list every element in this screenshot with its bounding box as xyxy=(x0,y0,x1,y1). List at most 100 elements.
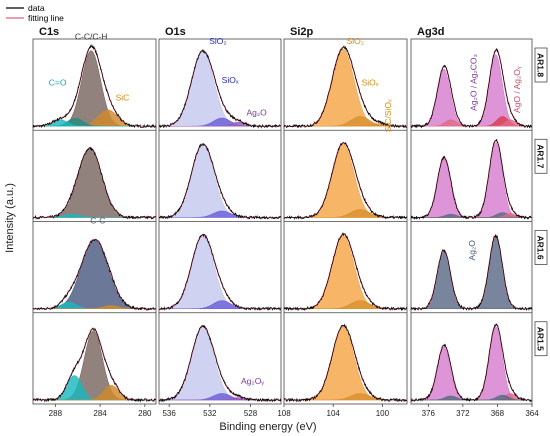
y-axis-label: Intensity (a.u.) xyxy=(4,183,16,253)
spectrum-ag3d-ar1-6 xyxy=(410,234,533,311)
x-tick-label: 376 xyxy=(422,409,436,418)
x-tick-label: 108 xyxy=(277,409,291,418)
peak-component xyxy=(33,148,156,218)
x-tick-label: 528 xyxy=(244,409,258,418)
spectrum-o1s-ar1-5 xyxy=(158,324,282,403)
fitting-line xyxy=(411,323,532,401)
peak-component xyxy=(284,144,407,218)
spectrum-c1s-ar1-7 xyxy=(32,146,157,220)
fitting-line xyxy=(411,139,532,219)
sample-label-ar1-8: AR1.8 xyxy=(534,47,548,83)
panel-o1s: O1s 536 532 528 SiO₂ SiOₓ Ag₂O Ag₂Oᵧ xyxy=(158,26,282,418)
x-tick-label: 288 xyxy=(49,409,63,418)
panel-title: Ag3d xyxy=(417,26,445,38)
peak-component xyxy=(158,144,281,218)
panel-ag3d: Ag3d 376 372 368 364 Ag₂O / Ag₂CO₃ AgO / Ag₂Oᵧ… xyxy=(410,26,539,418)
data-trace xyxy=(283,45,408,129)
x-tick-label: 364 xyxy=(525,409,539,418)
data-trace xyxy=(283,323,408,403)
data-trace xyxy=(158,49,282,129)
peak-component xyxy=(158,326,281,401)
spectrum-si2p-ar1-6 xyxy=(283,232,408,312)
spectrum-c1s-ar1-8 xyxy=(32,43,157,129)
sample-label-text: AR1.8 xyxy=(536,53,546,77)
x-tick-label: 532 xyxy=(203,409,217,418)
spectrum-o1s-ar1-8 xyxy=(158,49,282,129)
peak-component xyxy=(33,330,156,401)
spectrum-c1s-ar1-6 xyxy=(32,238,157,311)
sample-label-text: AR1.7 xyxy=(536,144,546,168)
peak-annotation-rotated: SiC/SiOₓ xyxy=(383,99,393,132)
peak-component xyxy=(284,235,407,310)
spectrum-ag3d-ar1-8 xyxy=(410,48,533,129)
peak-annotation: SiO₂ xyxy=(209,36,226,46)
peak-annotation: Ag₂Oᵧ xyxy=(241,376,264,386)
panel-si2p: Si2p 108 104 100 SiO₂ SiOₓ SiC/SiOₓ xyxy=(277,26,408,418)
peak-annotation: SiOₓ xyxy=(222,75,239,85)
peak-annotation-rotated: Ag₂O xyxy=(467,240,477,261)
peak-annotation: SiO₂ xyxy=(347,36,364,46)
peak-component xyxy=(411,326,532,401)
panel-title: C1s xyxy=(39,26,59,38)
peak-annotation-rotated: AgO / Ag₂Oᵧ xyxy=(512,66,522,113)
data-trace xyxy=(158,324,282,403)
x-tick-label: 536 xyxy=(162,409,176,418)
sample-label-box xyxy=(534,138,548,174)
panel-c1s: C1s 288 284 280 C-C/C-H C=O SiC C-C xyxy=(32,26,157,418)
peak-annotation-rotated: Ag₂O / Ag₂CO₃ xyxy=(469,54,479,111)
data-trace xyxy=(158,233,282,311)
x-tick-label: 372 xyxy=(456,409,470,418)
legend-fit-label: fitting line xyxy=(28,13,64,23)
peak-annotation: SiOₓ xyxy=(362,78,379,88)
data-trace xyxy=(410,323,533,403)
sample-label-text: AR1.6 xyxy=(536,235,546,259)
sample-labels: AR1.8 AR1.7 AR1.6 AR1.5 xyxy=(534,47,548,357)
legend: data fitting line xyxy=(6,3,64,23)
peak-component-c-c xyxy=(33,239,156,310)
x-tick-label: 104 xyxy=(327,409,341,418)
data-trace xyxy=(283,232,408,312)
spectrum-si2p-ar1-5 xyxy=(283,323,408,403)
spectrum-si2p-ar1-8 xyxy=(283,45,408,129)
spectrum-c1s-ar1-5 xyxy=(32,327,157,403)
data-trace xyxy=(32,43,157,129)
peak-annotation: C-C/C-H xyxy=(75,31,108,41)
sample-label-ar1-7: AR1.7 xyxy=(534,138,548,174)
data-trace xyxy=(32,146,157,220)
spectrum-ag3d-ar1-7 xyxy=(410,139,533,220)
x-tick-label: 100 xyxy=(376,409,390,418)
x-tick-label: 284 xyxy=(93,409,107,418)
x-axis-label: Binding energy (eV) xyxy=(219,421,316,433)
sample-label-box xyxy=(534,321,548,357)
data-trace xyxy=(158,142,282,220)
panel-title: O1s xyxy=(165,26,186,38)
data-trace xyxy=(32,327,157,403)
peak-component xyxy=(284,326,407,401)
data-trace xyxy=(410,48,533,129)
sample-label-text: AR1.5 xyxy=(536,327,546,351)
data-trace xyxy=(32,238,157,311)
x-tick-label: 280 xyxy=(138,409,152,418)
fitting-line xyxy=(32,45,156,127)
data-trace xyxy=(410,234,533,311)
sample-label-ar1-5: AR1.5 xyxy=(534,321,548,357)
spectrum-o1s-ar1-6 xyxy=(158,233,282,311)
sample-label-box xyxy=(534,230,548,265)
peak-annotation: C-C xyxy=(90,215,105,225)
peak-annotation: SiC xyxy=(116,92,130,102)
sample-label-box xyxy=(534,47,548,83)
x-tick-label: 368 xyxy=(491,409,505,418)
peak-annotation: Ag₂O xyxy=(246,108,267,118)
data-trace xyxy=(410,139,533,220)
legend-data-label: data xyxy=(28,3,45,13)
peak-component xyxy=(411,142,532,218)
sample-label-ar1-6: AR1.6 xyxy=(534,230,548,265)
spectrum-si2p-ar1-7 xyxy=(283,142,408,220)
peak-annotation: C=O xyxy=(49,78,67,88)
panel-grid: C1s 288 284 280 C-C/C-H C=O SiC C-C O1s 536 532 528… xyxy=(32,26,539,418)
spectrum-o1s-ar1-7 xyxy=(158,142,282,220)
spectrum-ag3d-ar1-5 xyxy=(410,323,533,403)
panel-title: Si2p xyxy=(290,26,314,38)
peak-component xyxy=(411,158,532,218)
